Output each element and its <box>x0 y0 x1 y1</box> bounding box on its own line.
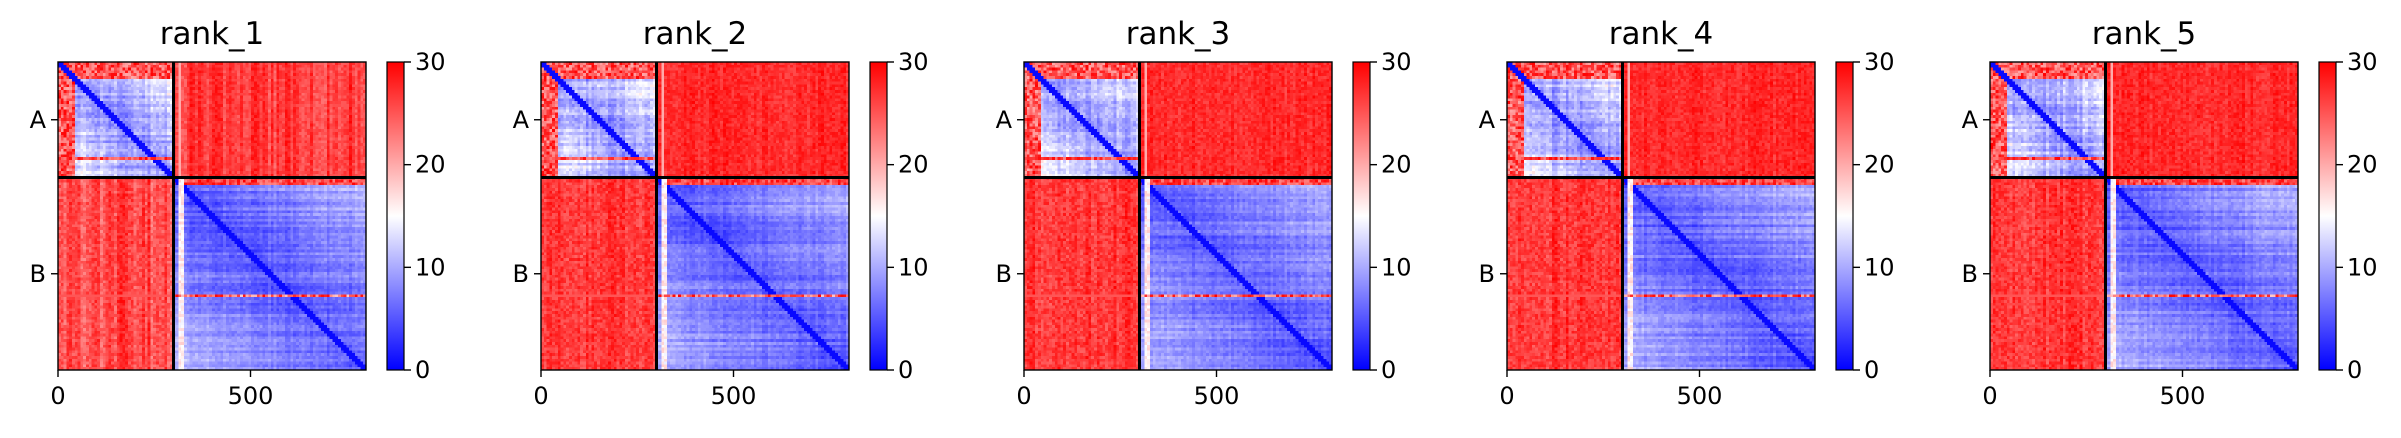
heatmap-frame <box>1023 61 1333 371</box>
colorbar-tick-label: 20 <box>1864 151 1895 179</box>
x-tick-label: 500 <box>1194 382 1240 410</box>
colorbar-tick-label: 20 <box>1381 151 1412 179</box>
x-tick-label: 500 <box>2160 382 2206 410</box>
colorbar-tick-label: 0 <box>1381 356 1396 384</box>
colorbar-tick-label: 30 <box>898 48 929 76</box>
x-tick-label: 0 <box>50 382 65 410</box>
heatmap-frame <box>1989 61 2299 371</box>
colorbar-tick-label: 10 <box>415 253 446 281</box>
chart-title: rank_1 <box>160 16 265 52</box>
heatmap-frame <box>57 61 367 371</box>
colorbar-tick-label: 0 <box>415 356 430 384</box>
colorbar-tick-label: 20 <box>2347 151 2378 179</box>
x-tick-label: 0 <box>533 382 548 410</box>
colorbar <box>386 61 405 371</box>
colorbar <box>2318 61 2337 371</box>
y-tick-label: A <box>30 106 47 134</box>
chart-panel-5: rank_5 A B 0 500 0 10 20 30 <box>1962 16 2378 410</box>
x-tick-label: 500 <box>1677 382 1723 410</box>
colorbar-tick-label: 0 <box>2347 356 2362 384</box>
x-tick-label: 500 <box>711 382 757 410</box>
colorbar-tick-label: 30 <box>1864 48 1895 76</box>
y-tick-label: B <box>30 260 46 288</box>
pae-heatmap <box>1990 62 2298 370</box>
colorbar-tick-label: 10 <box>2347 253 2378 281</box>
colorbar-tick-label: 10 <box>1381 253 1412 281</box>
chart-panel-3: rank_3 A B 0 500 0 10 20 30 <box>996 16 1412 410</box>
y-tick-label: A <box>1962 106 1979 134</box>
pae-heatmap <box>58 62 366 370</box>
colorbar-tick-label: 0 <box>898 356 913 384</box>
y-tick-label: B <box>1962 260 1978 288</box>
colorbar-tick-label: 20 <box>415 151 446 179</box>
y-tick-label: B <box>996 260 1012 288</box>
y-tick-label: B <box>1479 260 1495 288</box>
colorbar-tick-label: 20 <box>898 151 929 179</box>
colorbar-tick-label: 10 <box>1864 253 1895 281</box>
heatmap-frame <box>1506 61 1816 371</box>
x-tick-label: 0 <box>1499 382 1514 410</box>
pae-heatmap <box>541 62 849 370</box>
chart-panel-2: rank_2 A B 0 500 0 10 20 30 <box>513 16 929 410</box>
colorbar <box>869 61 888 371</box>
chart-panel-4: rank_4 A B 0 500 0 10 20 30 <box>1479 16 1895 410</box>
y-tick-label: A <box>996 106 1013 134</box>
chart-panel-1: rank_1 A B 0 500 0 10 20 30 <box>30 16 446 410</box>
colorbar-tick-label: 30 <box>2347 48 2378 76</box>
chart-title: rank_3 <box>1126 16 1231 52</box>
colorbar-tick-label: 30 <box>1381 48 1412 76</box>
y-tick-label: A <box>1479 106 1496 134</box>
pae-heatmap <box>1024 62 1332 370</box>
colorbar-tick-label: 10 <box>898 253 929 281</box>
x-tick-label: 0 <box>1982 382 1997 410</box>
x-tick-label: 0 <box>1016 382 1031 410</box>
colorbar-tick-label: 30 <box>415 48 446 76</box>
colorbar <box>1835 61 1854 371</box>
y-tick-label: A <box>513 106 530 134</box>
colorbar-tick-label: 0 <box>1864 356 1879 384</box>
chart-title: rank_2 <box>643 16 748 52</box>
chart-title: rank_5 <box>2092 16 2197 52</box>
pae-heatmap <box>1507 62 1815 370</box>
heatmap-frame <box>540 61 850 371</box>
colorbar <box>1352 61 1371 371</box>
x-tick-label: 500 <box>228 382 274 410</box>
y-tick-label: B <box>513 260 529 288</box>
chart-title: rank_4 <box>1609 16 1714 52</box>
